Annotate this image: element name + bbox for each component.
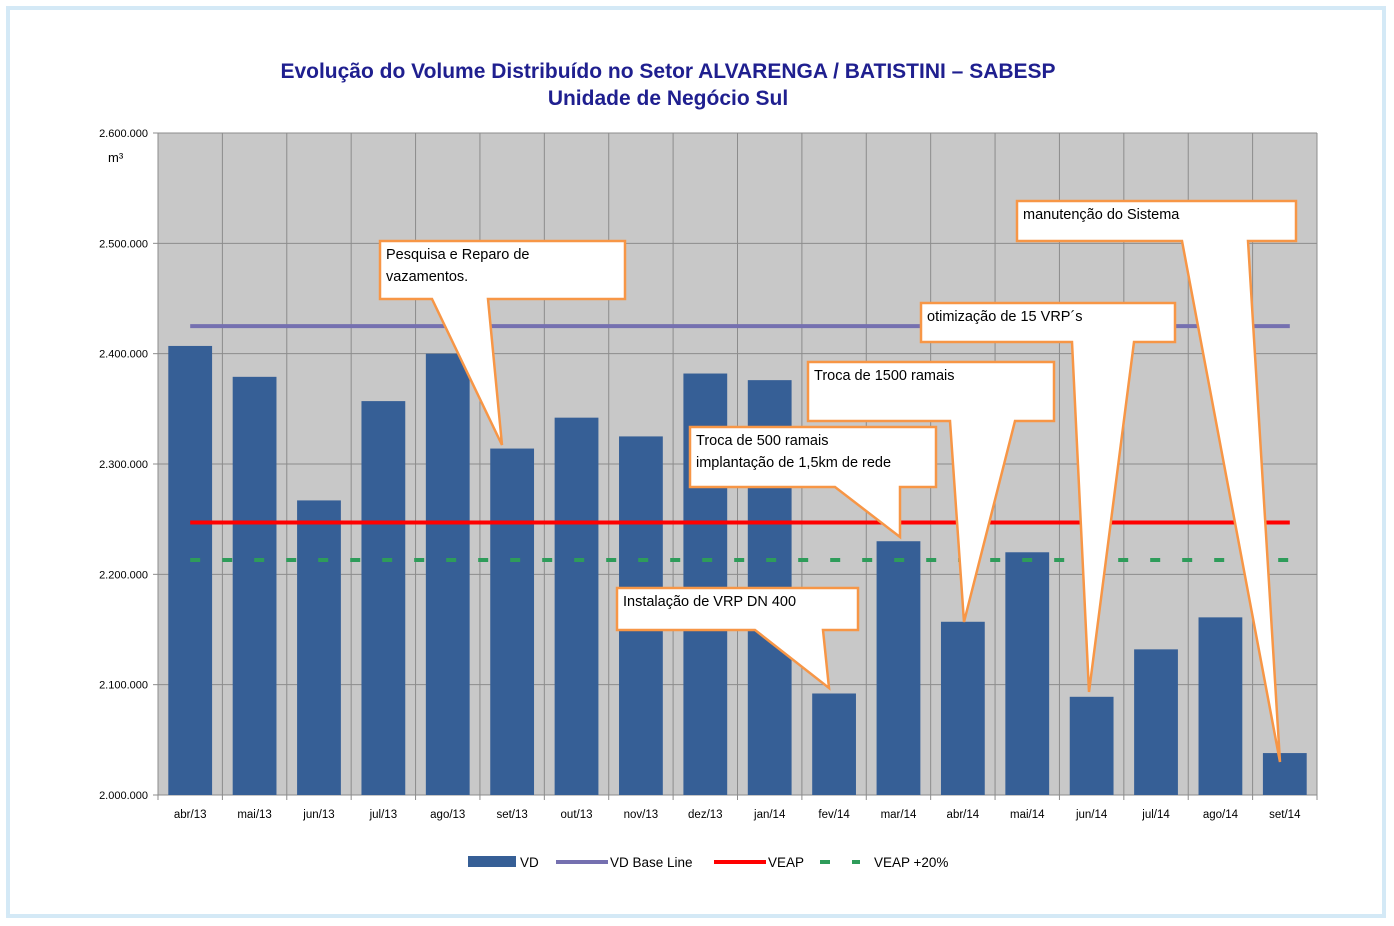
x-tick-label: ago/14 <box>1203 809 1239 821</box>
y-tick-label: 2.100.000 <box>99 680 148 692</box>
x-tick-label: ago/13 <box>430 809 465 821</box>
bar-vd <box>232 376 277 795</box>
x-tick-label: jul/14 <box>1141 809 1170 821</box>
annotation-callout <box>919 301 1177 693</box>
annotation-text: otimização de 15 VRP´s <box>927 309 1083 325</box>
legend-label: VEAP +20% <box>874 855 948 870</box>
annotation-callout <box>688 425 938 540</box>
bar-vd <box>490 448 535 795</box>
y-tick-label: 2.200.000 <box>99 569 148 581</box>
bar-vd <box>554 417 599 795</box>
bar-vd <box>1262 753 1307 795</box>
bar-vd <box>361 401 406 795</box>
x-tick-label: abr/13 <box>174 809 207 821</box>
y-tick-label: 2.000.000 <box>99 790 148 802</box>
bar-vd <box>1134 649 1178 795</box>
x-tick-label: mar/14 <box>881 809 917 821</box>
annotation-text: Troca de 500 ramais <box>696 433 828 449</box>
bar-vd <box>876 541 921 795</box>
annotation-text: Troca de 1500 ramais <box>814 368 955 384</box>
x-tick-label: dez/13 <box>688 809 723 821</box>
legend-label: VD Base Line <box>610 855 693 870</box>
annotation-callout <box>615 586 860 691</box>
annotation-text: manutenção do Sistema <box>1023 207 1180 223</box>
bar-vd <box>812 693 856 795</box>
annotation-text: Pesquisa e Reparo de <box>386 247 530 263</box>
y-tick-label: 2.500.000 <box>99 238 148 250</box>
x-tick-label: nov/13 <box>624 809 659 821</box>
y-tick-label: 2.400.000 <box>99 349 148 361</box>
legend-label: VD <box>520 855 539 870</box>
x-tick-label: set/14 <box>1269 809 1301 821</box>
x-tick-label: out/13 <box>561 809 593 821</box>
y-tick-label: 2.600.000 <box>99 128 148 140</box>
annotation-text: implantação de 1,5km de rede <box>696 455 891 471</box>
x-tick-label: fev/14 <box>818 809 850 821</box>
annotation-callout <box>806 360 1056 623</box>
legend-label: VEAP <box>768 855 804 870</box>
annotation-callout <box>1015 199 1298 763</box>
y-tick-label: 2.300.000 <box>99 459 148 471</box>
y-axis-label: m³ <box>108 150 124 165</box>
bar-vd <box>1069 696 1114 795</box>
bar-vd <box>940 621 985 795</box>
x-tick-label: mai/13 <box>237 809 272 821</box>
x-tick-label: set/13 <box>496 809 527 821</box>
bar-vd <box>168 345 213 795</box>
x-tick-label: mai/14 <box>1010 809 1045 821</box>
legend-swatch-vd <box>468 856 516 867</box>
annotation-callout <box>378 239 627 446</box>
x-tick-label: jun/13 <box>302 809 334 821</box>
chart-title: Evolução do Volume Distribuído no Setor … <box>0 58 1336 112</box>
annotation-text: Instalação de VRP DN 400 <box>623 594 796 610</box>
chart-title-line1: Evolução do Volume Distribuído no Setor … <box>280 60 1056 83</box>
chart-title-line2: Unidade de Negócio Sul <box>547 87 789 110</box>
x-tick-label: jul/13 <box>369 809 398 821</box>
bar-vd <box>1198 617 1243 795</box>
x-tick-label: jun/14 <box>1075 809 1108 821</box>
bar-vd <box>425 353 470 795</box>
bar-vd <box>297 500 341 795</box>
x-tick-label: abr/14 <box>947 809 980 821</box>
annotation-text: vazamentos. <box>386 269 468 285</box>
x-tick-label: jan/14 <box>753 809 786 821</box>
bar-vd <box>1005 552 1050 795</box>
